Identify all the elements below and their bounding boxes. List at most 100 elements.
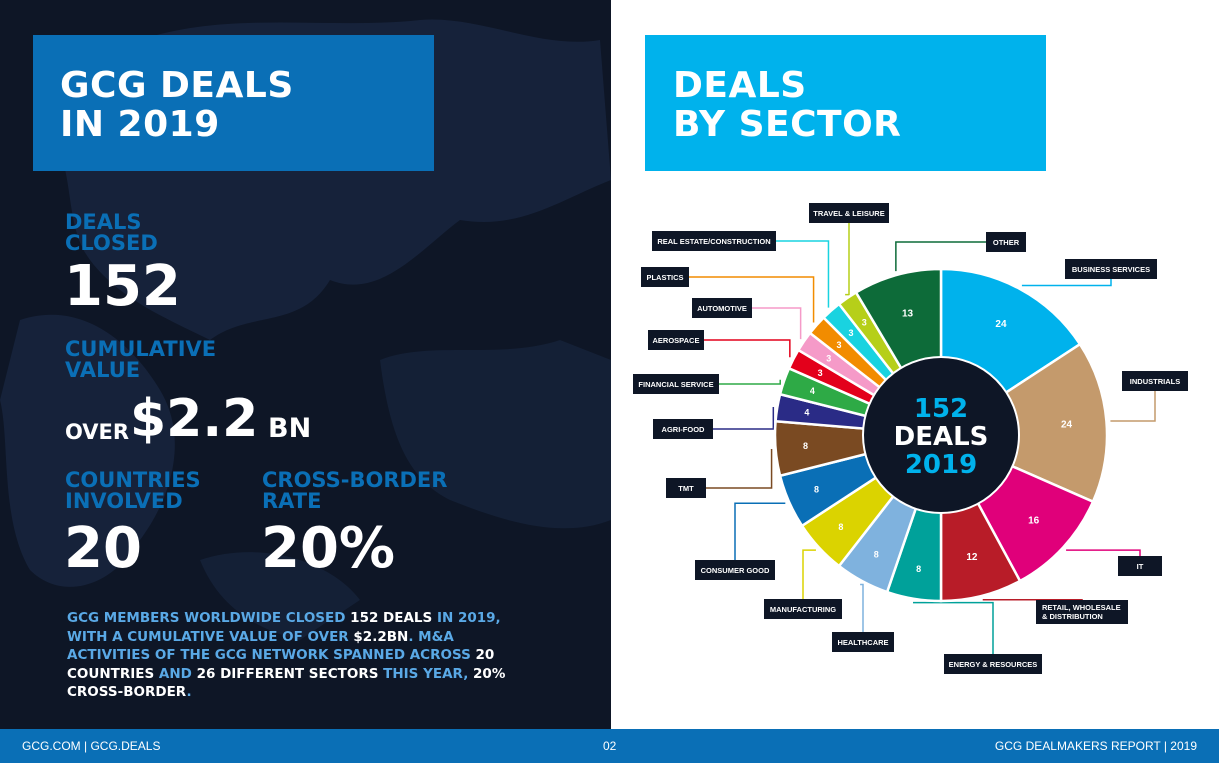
countries-label-1: COUNTRIES (65, 468, 201, 492)
sector-label-box (695, 560, 775, 580)
paragraph-segment: . (186, 684, 192, 700)
left-title-line2: IN 2019 (60, 104, 220, 145)
sector-label-box (1118, 556, 1162, 576)
countries-value: 20 (64, 516, 142, 581)
slice-value-label: 8 (803, 441, 808, 451)
sector-label: ENERGY & RESOURCES (949, 660, 1038, 669)
countries-label-2: INVOLVED (65, 489, 183, 513)
paragraph-segment: 20% CROSS-BORDER (67, 665, 506, 701)
slice-value-label: 4 (810, 386, 815, 396)
footer: GCG.COM | GCG.DEALS 02 GCG DEALMAKERS RE… (0, 729, 1219, 763)
slice-value-label: 24 (995, 319, 1007, 330)
center-text: 2019 (905, 450, 977, 480)
center-text: 152 (914, 394, 968, 424)
paragraph-segment: 20 COUNTRIES (67, 647, 495, 682)
leader-line (895, 241, 986, 272)
slice-value-label: 8 (874, 550, 879, 560)
left-title-box: GCG DEALS IN 2019 (33, 35, 434, 171)
sector-label: OTHER (993, 238, 1020, 247)
sector-label: MANUFACTURING (770, 605, 836, 614)
paragraph-segment: THIS YEAR, (378, 665, 474, 682)
sector-label: AGRI-FOOD (662, 425, 705, 434)
leader-line (706, 449, 773, 489)
slice-value-label: 13 (902, 309, 914, 320)
sector-label: HEALTHCARE (837, 638, 888, 647)
sector-label-box (633, 374, 719, 394)
paragraph-segment: AND (154, 665, 197, 682)
sector-label: RETAIL, WHOLESALE & DISTRIBUTION (1042, 603, 1121, 621)
value-unit: BN (268, 413, 312, 444)
leader-line (719, 379, 781, 385)
leader-line (860, 583, 864, 632)
leader-line (913, 601, 994, 654)
paragraph-segment: . M&A ACTIVITIES OF THE GCG NETWORK SPAN… (67, 628, 476, 664)
sector-label-box (764, 599, 842, 619)
leader-line (734, 502, 786, 580)
deals-closed-label-2: CLOSED (65, 231, 158, 255)
sector-label-box (832, 632, 894, 652)
slice-value-label: 8 (916, 564, 921, 574)
slice-value-label: 12 (966, 552, 978, 563)
sector-label: INDUSTRIALS (1130, 377, 1180, 386)
paragraph-segment: $2.2BN (353, 628, 409, 645)
sector-label-box (648, 330, 704, 350)
sector-label-box (666, 478, 706, 498)
right-title-line1: DEALS (673, 65, 807, 106)
summary-paragraph: GCG MEMBERS WORLDWIDE CLOSED 152 DEALS I… (67, 609, 507, 702)
sector-label: TRAVEL & LEISURE (813, 209, 884, 218)
slice-value-label: 24 (1061, 420, 1073, 431)
sector-label-box (653, 419, 713, 439)
sector-label: PLASTICS (646, 273, 683, 282)
sector-label-box (1036, 600, 1128, 624)
crossborder-label-1: CROSS-BORDER (262, 468, 448, 492)
deals-closed-label-1: DEALS (65, 210, 142, 234)
right-title-box: DEALS BY SECTOR (645, 35, 1046, 171)
crossborder-label-2: RATE (262, 489, 322, 513)
sector-label: IT (1137, 562, 1144, 571)
pie-slice (938, 342, 1109, 504)
value-prefix: OVER (65, 420, 130, 444)
slice-value-label: 3 (837, 340, 842, 350)
slice-value-label: 3 (848, 328, 853, 338)
sector-label: AEROSPACE (653, 336, 700, 345)
center-text: DEALS (894, 422, 989, 452)
leader-line (752, 307, 802, 340)
sector-label: FINANCIAL SERVICE (638, 380, 713, 389)
footer-links[interactable]: GCG.COM | GCG.DEALS (22, 739, 161, 753)
sector-label: REAL ESTATE/CONSTRUCTION (657, 237, 770, 246)
slice-value-label: 8 (814, 485, 819, 495)
paragraph-segment: IN 2019, WITH A CUMULATIVE VALUE OF OVER (67, 610, 501, 645)
right-title-line2: BY SECTOR (673, 104, 902, 145)
sector-label: CONSUMER GOOD (701, 566, 770, 575)
sector-label-box (652, 231, 776, 251)
slice-value-label: 3 (826, 353, 831, 363)
sector-pie-chart: 24 BUSINESS SERVICES 24 INDUSTRIALS 16 IT 12 RE… (633, 203, 1188, 674)
sector-label-box (944, 654, 1042, 674)
slice-value-label: 16 (1028, 515, 1040, 526)
sector-label-box (641, 267, 689, 287)
sector-label-box (809, 203, 889, 223)
sector-label-box (1065, 259, 1157, 279)
center-circle (862, 356, 1020, 514)
leader-line (713, 407, 775, 430)
sector-label: AUTOMOTIVE (697, 304, 747, 313)
paragraph-segment: 26 DIFFERENT SECTORS (196, 665, 379, 682)
left-title-line1: GCG DEALS (60, 65, 294, 106)
leader-line (704, 339, 791, 358)
leader-line (845, 223, 850, 296)
crossborder-value: 20% (261, 516, 396, 581)
report-title: GCG DEALMAKERS REPORT | 2019 (994, 739, 1197, 753)
left-panel: GCG DEALS IN 2019 DEALS CLOSED 152 CUMUL… (0, 0, 611, 729)
sector-label: BUSINESS SERVICES (1072, 265, 1150, 274)
cumulative-value-label-1: CUMULATIVE (65, 337, 217, 361)
slice-value-label: 3 (862, 318, 867, 328)
paragraph-segment: GCG MEMBERS WORLDWIDE CLOSED (67, 610, 351, 626)
leader-line (689, 276, 815, 323)
sector-label: TMT (678, 484, 694, 493)
deals-closed-value: 152 (64, 254, 181, 319)
sector-label-box (1122, 371, 1188, 391)
slice-value-label: 4 (804, 408, 809, 418)
sector-label-box (986, 232, 1026, 252)
leader-line (802, 549, 816, 599)
paragraph-segment: 152 DEALS (350, 610, 433, 626)
